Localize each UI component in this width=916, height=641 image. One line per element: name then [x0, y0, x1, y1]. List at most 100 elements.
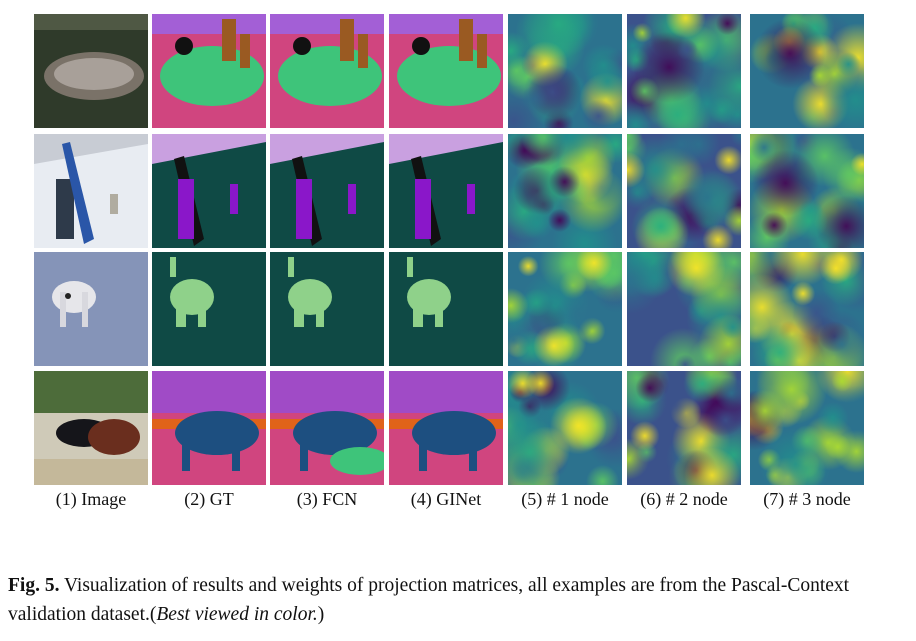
- photo: [34, 134, 148, 248]
- region: [469, 431, 477, 471]
- blob: [751, 323, 809, 366]
- region: [413, 292, 423, 327]
- blob: [750, 134, 779, 163]
- background: [152, 252, 266, 366]
- column-label: (4) GINet: [411, 489, 481, 510]
- blob: [665, 14, 706, 39]
- blob: [759, 428, 832, 485]
- blob: [754, 18, 826, 89]
- shapes: [52, 281, 96, 327]
- heatmap: [750, 14, 864, 128]
- blob: [631, 196, 691, 248]
- blob: [808, 64, 832, 87]
- region: [34, 134, 148, 164]
- photo: [34, 252, 148, 366]
- region: [270, 371, 384, 413]
- region: [182, 431, 190, 471]
- heatmap: [508, 371, 622, 485]
- blob: [627, 151, 646, 189]
- shapes: [152, 14, 266, 106]
- region: [110, 194, 118, 214]
- heatmap: [750, 252, 864, 366]
- blob: [750, 273, 796, 341]
- shapes: [270, 134, 384, 246]
- heatmap: [627, 371, 741, 485]
- blob: [508, 394, 551, 455]
- blob: [819, 252, 853, 285]
- region: [160, 46, 264, 106]
- region: [232, 431, 240, 471]
- caption-end: ): [317, 604, 325, 625]
- segmentation-map: [270, 14, 384, 128]
- blob: [517, 255, 539, 277]
- blob: [540, 134, 602, 167]
- blob: [751, 149, 819, 217]
- region: [270, 134, 384, 164]
- caption-text: Visualization of results and weights of …: [8, 575, 850, 625]
- shapes: [270, 371, 384, 471]
- region: [34, 371, 148, 413]
- blob: [676, 166, 739, 229]
- segmentation-map: [152, 134, 266, 248]
- region: [65, 293, 71, 299]
- segmentation-map: [389, 252, 503, 366]
- region: [62, 142, 94, 244]
- region: [467, 184, 475, 214]
- blob: [836, 52, 861, 77]
- blob: [683, 371, 722, 403]
- background: [389, 252, 503, 366]
- region: [389, 14, 503, 34]
- region: [230, 184, 238, 214]
- blob: [508, 31, 531, 71]
- figure-grid: (1) Image (2) GT (3) FCN (4) GINet (5) # 1 n…: [34, 14, 864, 510]
- blob: [627, 252, 662, 315]
- region: [348, 184, 356, 214]
- shapes: [407, 257, 451, 327]
- blob: [508, 371, 539, 399]
- region: [82, 292, 88, 327]
- region: [178, 179, 194, 239]
- heatmap: [750, 134, 864, 248]
- region: [389, 134, 503, 164]
- column-label: (2) GT: [184, 489, 233, 510]
- region: [293, 37, 311, 55]
- blob: [555, 291, 602, 337]
- shapes: [389, 134, 503, 246]
- blob: [708, 54, 741, 118]
- region: [54, 58, 134, 90]
- region: [294, 292, 304, 327]
- shapes: [170, 257, 214, 327]
- region: [270, 14, 384, 34]
- segmentation-map: [152, 14, 266, 128]
- segmentation-map: [270, 252, 384, 366]
- photo: [34, 14, 148, 128]
- shapes: [389, 14, 503, 106]
- blob: [714, 145, 741, 175]
- column-label: (7) # 3 node: [763, 489, 850, 510]
- region: [56, 179, 74, 239]
- blob: [730, 134, 741, 147]
- blob: [523, 63, 583, 122]
- caption-label: Fig. 5.: [8, 575, 60, 596]
- caption-emphasis: Best viewed in color.: [156, 604, 318, 625]
- shapes: [270, 14, 384, 106]
- region: [358, 34, 368, 68]
- region: [88, 419, 140, 455]
- blob: [760, 211, 788, 239]
- blob: [817, 319, 864, 366]
- blob: [508, 288, 529, 324]
- shapes: [34, 134, 148, 244]
- region: [152, 14, 266, 34]
- region: [288, 257, 294, 277]
- region: [300, 431, 308, 471]
- segmentation-map: [389, 371, 503, 485]
- background: [34, 252, 148, 366]
- blob: [585, 58, 622, 104]
- region: [389, 371, 503, 413]
- segmentation-map: [270, 134, 384, 248]
- blob: [549, 397, 608, 455]
- blob: [581, 99, 616, 128]
- region: [34, 14, 148, 30]
- blob: [522, 14, 595, 60]
